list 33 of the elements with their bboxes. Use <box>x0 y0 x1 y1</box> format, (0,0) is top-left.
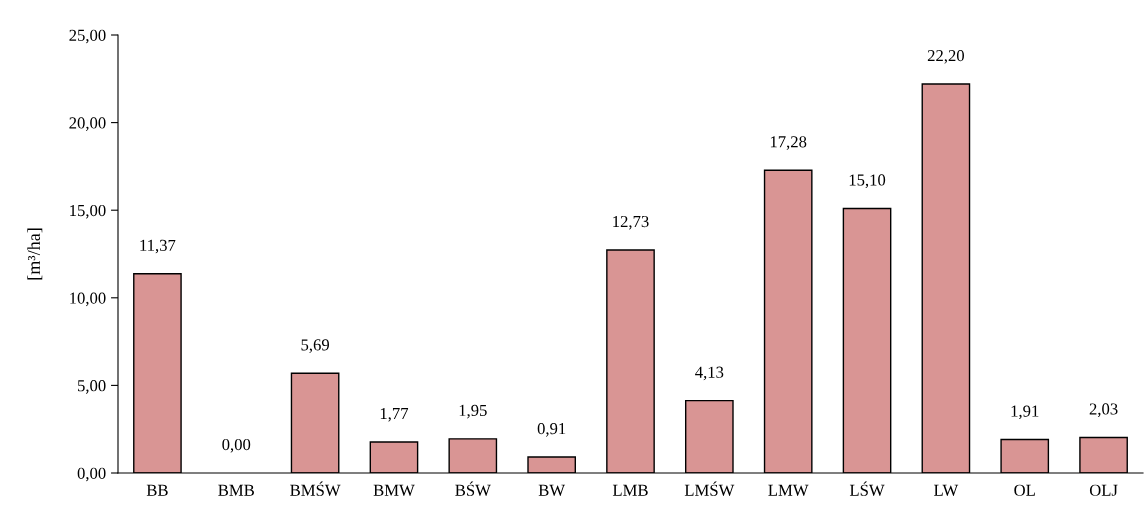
y-tick-label: 10,00 <box>70 292 106 307</box>
x-tick-label: OLJ <box>1089 484 1118 496</box>
x-tick-label: LŚW <box>849 481 885 496</box>
y-tick-label: 0,00 <box>77 467 106 482</box>
data-label: 11,37 <box>140 239 176 254</box>
x-tick-label: OL <box>1014 484 1035 496</box>
y-tick-label: 15,00 <box>70 204 106 219</box>
data-label: 1,77 <box>380 407 409 422</box>
x-tick-label: BMŚW <box>290 481 341 496</box>
data-label: 0,00 <box>222 438 251 453</box>
data-label: 22,20 <box>927 49 964 64</box>
data-label: 2,03 <box>1089 403 1118 417</box>
x-tick-label: LW <box>934 484 959 496</box>
x-tick-label: BŚW <box>455 481 491 496</box>
data-label: 15,10 <box>849 174 886 189</box>
y-tick-label: 25,00 <box>69 29 106 44</box>
data-label: 17,28 <box>770 136 807 150</box>
x-tick-label: LMŚW <box>684 481 735 496</box>
y-axis-title: [m³/ha] <box>27 228 43 280</box>
y-tick-label: 20,00 <box>69 117 106 131</box>
data-label: 5,69 <box>301 339 330 353</box>
data-label: 4,13 <box>695 366 724 381</box>
x-tick-label: LMW <box>768 484 809 496</box>
x-tick-label: BW <box>538 484 566 496</box>
data-label: 1,91 <box>1011 405 1039 420</box>
x-tick-label: BB <box>146 484 168 496</box>
data-label: 0,91 <box>537 422 566 437</box>
data-label: 12,73 <box>613 215 649 230</box>
x-tick-label: BMB <box>218 484 254 496</box>
x-tick-label: BMW <box>373 484 415 496</box>
x-tick-label: LMB <box>612 484 648 496</box>
y-tick-label: 5,00 <box>78 380 106 394</box>
data-label: 1,95 <box>459 404 487 419</box>
